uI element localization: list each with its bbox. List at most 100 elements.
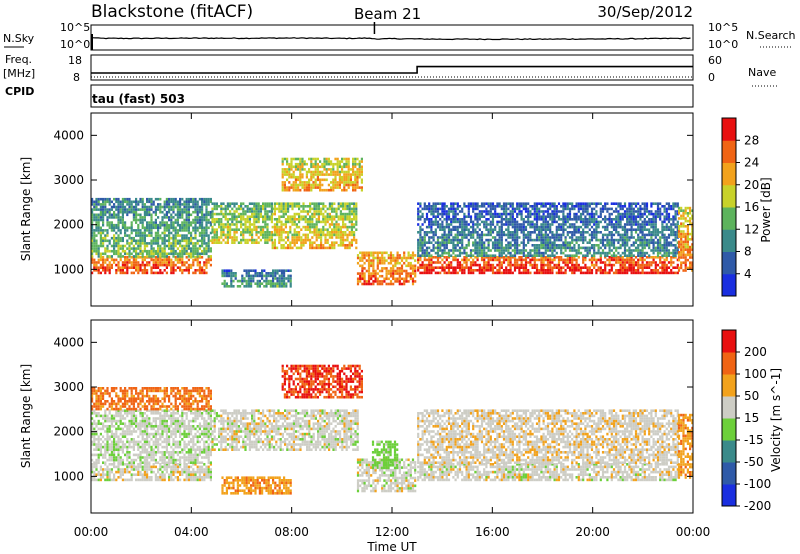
echo-cell bbox=[346, 215, 349, 218]
echo-cell bbox=[192, 242, 195, 245]
echo-cell bbox=[463, 233, 466, 237]
echo-cell bbox=[335, 207, 338, 211]
echo-cell bbox=[367, 277, 371, 281]
echo-cell bbox=[257, 225, 260, 229]
echo-cell bbox=[320, 220, 323, 224]
echo-cell bbox=[516, 244, 519, 247]
echo-cell bbox=[99, 263, 102, 267]
echo-cell bbox=[157, 249, 160, 253]
echo-cell bbox=[337, 223, 340, 226]
echo-cell bbox=[430, 261, 433, 264]
echo-cell bbox=[612, 233, 616, 237]
echo-cell bbox=[346, 225, 349, 229]
echo-cell bbox=[224, 241, 227, 244]
echo-cell bbox=[170, 223, 173, 227]
echo-cell bbox=[588, 246, 591, 250]
echo-cell bbox=[630, 220, 633, 224]
echo-cell bbox=[264, 218, 267, 221]
echo-cell bbox=[361, 282, 364, 286]
echo-cell bbox=[185, 242, 188, 245]
echo-cell bbox=[650, 271, 653, 275]
echo-cell bbox=[599, 271, 602, 275]
echo-cell bbox=[540, 228, 543, 231]
echo-cell bbox=[621, 251, 624, 255]
echo-cell bbox=[498, 269, 501, 272]
echo-cell bbox=[280, 223, 283, 226]
echo-cell bbox=[582, 236, 585, 239]
echo-cell bbox=[312, 170, 315, 174]
echo-cell bbox=[290, 168, 293, 171]
echo-cell bbox=[621, 241, 624, 244]
echo-cell bbox=[463, 261, 466, 264]
echo-cell bbox=[516, 212, 519, 216]
echo-cell bbox=[335, 231, 338, 234]
echo-cell bbox=[344, 244, 347, 247]
echo-cell bbox=[465, 254, 468, 257]
echo-cell bbox=[143, 269, 146, 272]
echo-cell bbox=[447, 210, 451, 213]
echo-cell bbox=[555, 271, 558, 275]
echo-cell bbox=[436, 212, 440, 216]
echo-cell bbox=[265, 272, 268, 275]
echo-cell bbox=[143, 271, 146, 275]
echo-cell bbox=[494, 215, 497, 218]
echo-cell bbox=[344, 215, 347, 218]
echo-cell bbox=[557, 258, 561, 262]
echo-cell bbox=[483, 263, 486, 267]
echo-cell bbox=[343, 165, 346, 169]
echo-cell bbox=[273, 233, 276, 237]
echo-cell bbox=[211, 212, 214, 216]
echo-cell bbox=[183, 205, 186, 209]
echo-cell bbox=[606, 210, 609, 213]
echo-cell bbox=[264, 212, 267, 216]
echo-cell bbox=[220, 233, 223, 237]
echo-cell bbox=[467, 258, 470, 262]
echo-cell bbox=[586, 241, 589, 244]
echo-cell bbox=[312, 157, 315, 161]
echo-cell bbox=[604, 263, 607, 267]
echo-cell bbox=[568, 261, 572, 264]
echo-cell bbox=[170, 271, 173, 275]
echo-cell bbox=[411, 272, 415, 275]
echo-cell bbox=[355, 215, 358, 218]
echo-cell bbox=[273, 210, 276, 213]
echo-cell bbox=[141, 271, 144, 275]
echo-cell bbox=[337, 236, 340, 239]
echo-cell bbox=[187, 236, 190, 240]
echo-cell bbox=[99, 258, 102, 262]
echo-cell bbox=[201, 236, 204, 240]
echo-cell bbox=[154, 239, 157, 243]
echo-cell bbox=[170, 252, 173, 256]
echo-cell bbox=[434, 223, 437, 226]
echo-cell bbox=[347, 173, 350, 176]
echo-cell bbox=[577, 249, 580, 252]
echo-cell bbox=[425, 212, 429, 216]
echo-cell bbox=[400, 256, 404, 260]
echo-cell bbox=[612, 263, 616, 267]
echo-cell bbox=[143, 229, 146, 232]
echo-cell bbox=[179, 205, 182, 209]
echo-cell bbox=[246, 218, 249, 221]
echo-cell bbox=[117, 255, 120, 258]
echo-cell bbox=[626, 271, 629, 275]
echo-cell bbox=[425, 254, 429, 257]
echo-cell bbox=[209, 239, 212, 243]
echo-cell bbox=[551, 261, 554, 264]
echo-cell bbox=[573, 254, 576, 257]
echo-cell bbox=[321, 165, 324, 169]
echo-cell bbox=[394, 259, 397, 262]
echo-cell bbox=[309, 220, 312, 224]
echo-cell bbox=[476, 202, 479, 205]
echo-cell bbox=[294, 175, 297, 179]
echo-cell bbox=[172, 203, 175, 206]
echo-cell bbox=[439, 228, 442, 231]
echo-cell bbox=[135, 249, 138, 253]
echo-cell bbox=[233, 212, 236, 216]
echo-cell bbox=[141, 205, 144, 209]
echo-cell bbox=[220, 236, 223, 239]
echo-cell bbox=[456, 202, 459, 205]
echo-cell bbox=[163, 234, 166, 237]
echo-cell bbox=[372, 256, 375, 260]
echo-cell bbox=[450, 263, 453, 267]
echo-cell bbox=[623, 241, 627, 244]
